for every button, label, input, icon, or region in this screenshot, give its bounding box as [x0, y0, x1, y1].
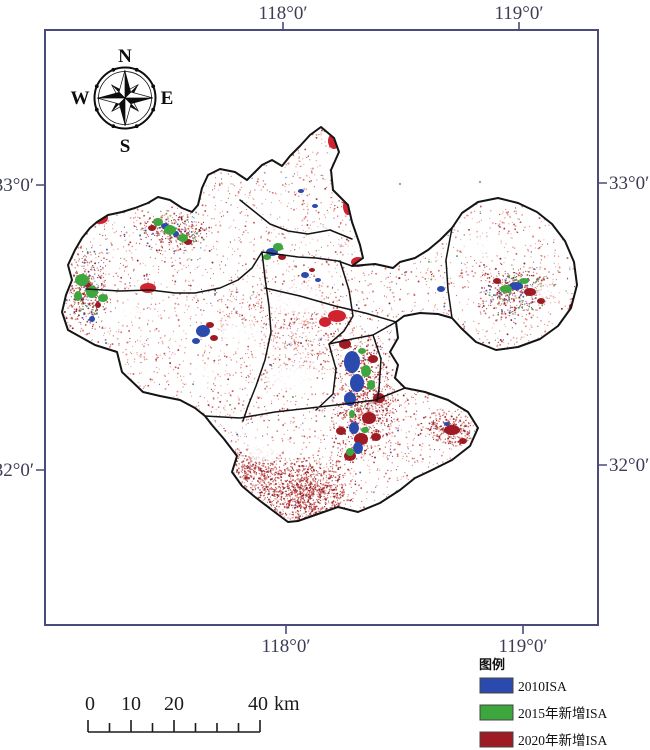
lat-label-left-33: 33°0′ — [0, 175, 34, 196]
legend-swatch-2015 — [479, 704, 514, 721]
district-boundaries — [61, 126, 578, 523]
lon-label-bottom-118: 118°0′ — [261, 636, 310, 657]
legend-swatch-2010 — [479, 677, 514, 694]
scale-bar-line — [87, 720, 261, 733]
compass-north-label: N — [118, 46, 132, 67]
map-canvas — [36, 22, 607, 634]
map-frame-border — [44, 29, 599, 626]
legend-label-2010: 2010ISA — [518, 679, 567, 694]
scale-label-10: 10 — [121, 693, 141, 715]
isa-2015-patches — [74, 218, 529, 456]
legend-swatch-2020 — [479, 731, 514, 748]
lon-label-top-118: 118°0′ — [258, 3, 307, 24]
region-outer-boundary — [61, 126, 578, 523]
legend-label-2015: 2015年新增ISA — [518, 706, 608, 721]
legend-item-2015: 2015年新增ISA — [479, 704, 608, 721]
lon-label-bottom-119: 119°0′ — [498, 636, 547, 657]
legend-item-2010: 2010ISA — [479, 677, 567, 694]
scale-label-0: 0 — [85, 693, 95, 715]
compass-east-label: E — [161, 88, 174, 109]
lat-label-right-33: 33°0′ — [609, 173, 649, 194]
internal-boundaries — [85, 199, 453, 422]
lon-label-top-119: 119°0′ — [494, 3, 543, 24]
compass-south-label: S — [120, 136, 131, 157]
scale-bar: 0 10 20 40 km — [85, 693, 300, 733]
legend-title: 图例 — [479, 657, 505, 673]
margin-specks — [398, 180, 482, 186]
compass-star-cardinal — [96, 69, 154, 127]
isa-2010-patches — [89, 189, 523, 454]
graticule-labels: 118°0′ 119°0′ 118°0′ 119°0′ 33°0′ 32°0′ … — [0, 3, 649, 657]
scale-label-40: 40 — [248, 693, 268, 715]
compass-rose: N S E W — [71, 46, 174, 157]
scale-unit-label: km — [274, 693, 300, 715]
urban-areas — [74, 133, 577, 461]
lat-label-left-32: 32°0′ — [0, 460, 34, 481]
legend-label-2020: 2020年新增ISA — [518, 733, 608, 748]
legend: 图例 2010ISA 2015年新增ISA 2020年新增ISA — [479, 657, 608, 748]
legend-item-2020: 2020年新增ISA — [479, 731, 608, 748]
open-land-patches — [117, 226, 556, 461]
graticule-ticks — [36, 22, 607, 634]
lat-label-right-32: 32°0′ — [609, 455, 649, 476]
scale-label-20: 20 — [164, 693, 184, 715]
region-speckles — [62, 127, 577, 522]
compass-west-label: W — [71, 88, 90, 109]
compass-ring-dots — [94, 67, 156, 129]
